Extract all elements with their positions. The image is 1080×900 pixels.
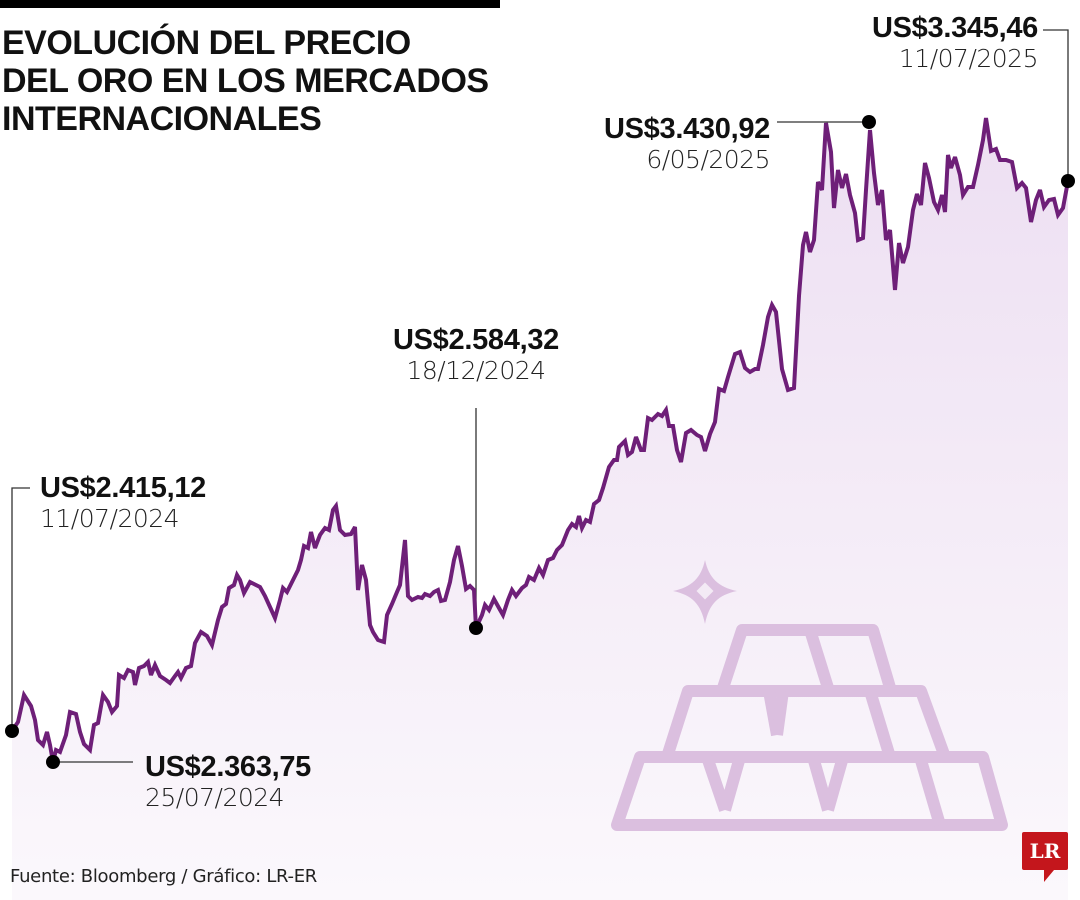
annotation-end-date: 11/07/2025 (898, 44, 1039, 73)
title-line-1: EVOLUCIÓN DEL PRECIO (2, 24, 411, 62)
source-credit: Fuente: Bloomberg / Gráfico: LR-ER (10, 866, 317, 887)
annotation-mid-value: US$2.584,32 (393, 324, 559, 356)
title-line-2: DEL ORO EN LOS MERCADOS (2, 62, 489, 100)
annotation-max-value: US$3.430,92 (604, 113, 770, 145)
marker-mid (469, 621, 483, 635)
marker-min (46, 755, 60, 769)
marker-max (862, 115, 876, 129)
annotation-min: US$2.363,75 25/07/2024 (145, 751, 311, 813)
annotation-min-date: 25/07/2024 (145, 783, 285, 812)
annotation-start-date: 11/07/2024 (40, 504, 180, 533)
annotation-start-value: US$2.415,12 (40, 472, 206, 504)
marker-start (5, 724, 19, 738)
annotation-start: US$2.415,12 11/07/2024 (40, 472, 206, 534)
gold-bars-icon (611, 624, 1008, 831)
chart-title: EVOLUCIÓN DEL PRECIO DEL ORO EN LOS MERC… (2, 24, 489, 138)
price-line (10, 117, 1070, 763)
annotation-min-value: US$2.363,75 (145, 751, 311, 783)
annotation-max: US$3.430,92 6/05/2025 (560, 113, 771, 175)
title-line-3: INTERNACIONALES (2, 100, 322, 138)
annotation-max-date: 6/05/2025 (646, 145, 770, 174)
area-fill (12, 118, 1068, 900)
marker-end (1061, 174, 1075, 188)
annotation-mid-date: 18/12/2024 (406, 356, 546, 385)
sparkle-icon (673, 560, 737, 624)
lr-logo: LR (1022, 832, 1068, 882)
top-rule (0, 0, 500, 8)
data-markers (5, 115, 1075, 769)
annotation-end-value: US$3.345,46 (872, 12, 1038, 44)
annotation-end: US$3.345,46 11/07/2025 (820, 12, 1039, 74)
annotation-mid: US$2.584,32 18/12/2024 (366, 324, 586, 386)
